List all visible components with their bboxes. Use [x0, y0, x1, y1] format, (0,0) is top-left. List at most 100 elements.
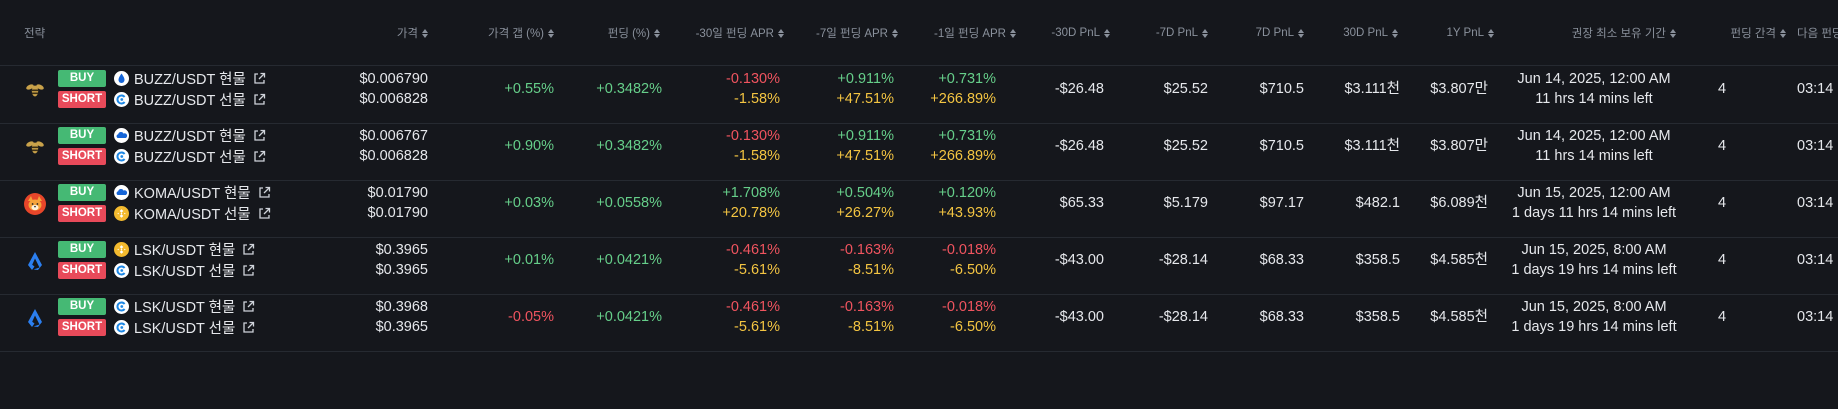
sort-icon[interactable] — [548, 28, 554, 38]
short-badge: SHORT — [58, 90, 106, 108]
column-header-apr-30[interactable]: -30일 펀딩 APR — [696, 26, 784, 40]
min-hold-remaining: 11 hrs 14 mins left — [1535, 91, 1653, 107]
short-leg: SHORT LSK/USDT 선물 — [58, 260, 255, 280]
table-row[interactable]: BUY BUZZ/USDT 현물 SHORT BUZZ/USDT 선물 $0.0… — [0, 114, 1838, 181]
column-header-label: -7일 펀딩 APR — [815, 28, 888, 40]
column-header-interval[interactable]: 펀딩 간격 — [1730, 26, 1786, 40]
cloud-icon — [114, 184, 129, 200]
price-cell: $0.3965 $0.3965 — [376, 240, 428, 280]
funding-value: +0.0558% — [596, 195, 662, 211]
funding-interval-value: 4 — [1717, 252, 1727, 268]
apr7-cell: +0.911% +47.51% — [836, 69, 894, 109]
min-hold-date: Jun 14, 2025, 12:00 AM — [1517, 128, 1671, 144]
pnl_1y-value: $3.807만 — [1430, 81, 1488, 97]
column-header-price-gap[interactable]: 가격 갭 (%) — [488, 26, 554, 40]
column-header-apr-7[interactable]: -7일 펀딩 APR — [816, 26, 898, 40]
external-link-icon[interactable] — [242, 264, 255, 277]
min-hold-remaining: 1 days 19 hrs 14 mins left — [1511, 319, 1677, 335]
external-link-icon[interactable] — [253, 129, 266, 142]
apr30-bottom-value: -5.61% — [734, 319, 780, 335]
funding-interval-value: 4 — [1717, 195, 1727, 211]
external-link-icon[interactable] — [258, 207, 271, 220]
external-link-icon[interactable] — [258, 186, 271, 199]
column-header-label: 가격 갭 (%) — [487, 28, 544, 40]
column-header-label: 1Y PnL — [1446, 27, 1484, 39]
pnl_1y-value: $6.089천 — [1430, 195, 1488, 211]
column-header-apr-1[interactable]: -1일 펀딩 APR — [934, 26, 1016, 40]
pnl_7-value: $710.5 — [1259, 81, 1304, 97]
external-link-icon[interactable] — [242, 300, 255, 313]
table-header: 전략 가격 가격 갭 (%) 펀딩 (%) -30일 펀딩 APR -7일 펀딩… — [0, 0, 1838, 66]
sort-icon[interactable] — [1488, 28, 1494, 38]
column-header-price[interactable]: 가격 — [397, 26, 428, 40]
sort-icon[interactable] — [1780, 28, 1786, 38]
sort-icon[interactable] — [422, 28, 428, 38]
column-header-min-hold[interactable]: 권장 최소 보유 기간 — [1572, 26, 1676, 40]
sort-icon[interactable] — [1392, 28, 1398, 38]
external-link-icon[interactable] — [253, 150, 266, 163]
price-top-value: $0.006767 — [359, 128, 428, 144]
price-top-value: $0.3965 — [375, 242, 428, 258]
apr1-cell: +0.120% +43.93% — [938, 183, 996, 223]
short-badge: SHORT — [58, 261, 106, 279]
min-hold-cell: Jun 15, 2025, 8:00 AM 1 days 19 hrs 14 m… — [1484, 297, 1704, 337]
table-row[interactable]: BUY BUZZ/USDT 현물 SHORT BUZZ/USDT 선물 $0.0… — [0, 57, 1838, 124]
table-row[interactable]: BUY KOMA/USDT 현물 SHORT KOMA/USDT 선물 $0.0… — [0, 171, 1838, 238]
price-bottom-value: $0.006828 — [359, 91, 428, 107]
external-link-icon[interactable] — [242, 243, 255, 256]
pnl_m30-value: $65.33 — [1059, 195, 1104, 211]
external-link-icon[interactable] — [253, 93, 266, 106]
sort-icon[interactable] — [1298, 28, 1304, 38]
sort-icon[interactable] — [1202, 28, 1208, 38]
external-link-icon[interactable] — [253, 72, 266, 85]
column-header-pnl-1y[interactable]: 1Y PnL — [1446, 26, 1494, 40]
apr7-top-value: +0.911% — [837, 71, 894, 87]
apr7-top-value: -0.163% — [839, 242, 894, 258]
price-top-value: $0.006790 — [359, 71, 428, 87]
pnl_1y-value: $3.807만 — [1430, 138, 1488, 154]
price-cell: $0.006790 $0.006828 — [359, 69, 428, 109]
next-funding-value: 03:14 — [1797, 81, 1834, 97]
column-header-pnl-m7[interactable]: -7D PnL — [1156, 26, 1208, 40]
table-row[interactable]: BUY LSK/USDT 현물 SHORT LSK/USDT 선물 $0.396… — [0, 285, 1838, 352]
pnl_7-value: $710.5 — [1259, 138, 1304, 154]
min-hold-date: Jun 14, 2025, 12:00 AM — [1517, 71, 1671, 87]
apr1-bottom-value: +266.89% — [930, 91, 996, 107]
sort-icon[interactable] — [778, 28, 784, 38]
apr7-top-value: +0.911% — [837, 128, 894, 144]
column-header-label: 펀딩 (%) — [607, 28, 650, 40]
pnl_30-value: $482.1 — [1355, 195, 1400, 211]
short-badge: SHORT — [58, 318, 106, 336]
sort-icon[interactable] — [1010, 28, 1016, 38]
column-header-strategy: 전략 — [24, 26, 45, 40]
column-header-label: 30D PnL — [1343, 27, 1388, 39]
apr7-bottom-value: +47.51% — [836, 91, 894, 107]
min-hold-remaining: 1 days 11 hrs 14 mins left — [1511, 205, 1677, 221]
column-header-label: 전략 — [24, 28, 46, 40]
bee-icon — [22, 134, 48, 160]
column-header-pnl-30[interactable]: 30D PnL — [1343, 26, 1398, 40]
table-row[interactable]: BUY LSK/USDT 현물 SHORT LSK/USDT 선물 $0.396… — [0, 228, 1838, 295]
funding-interval-value: 4 — [1717, 138, 1727, 154]
apr30-top-value: -0.130% — [725, 71, 780, 87]
column-header-label: -7D PnL — [1155, 27, 1198, 39]
apr30-bottom-value: +20.78% — [722, 205, 780, 221]
apr1-cell: +0.731% +266.89% — [930, 126, 996, 166]
column-header-funding[interactable]: 펀딩 (%) — [608, 26, 660, 40]
external-link-icon[interactable] — [242, 321, 255, 334]
apr7-bottom-value: -8.51% — [848, 262, 894, 278]
sort-icon[interactable] — [1104, 28, 1110, 38]
pnl_30-value: $3.111천 — [1344, 81, 1400, 97]
sort-icon[interactable] — [654, 28, 660, 38]
apr7-cell: -0.163% -8.51% — [840, 297, 894, 337]
sort-icon[interactable] — [1670, 28, 1676, 38]
column-header-next-funding[interactable]: 다음 펀딩 — [1797, 26, 1838, 40]
short-leg: SHORT BUZZ/USDT 선물 — [58, 146, 266, 166]
column-header-pnl-m30[interactable]: -30D PnL — [1051, 26, 1110, 40]
apr1-bottom-value: +266.89% — [930, 148, 996, 164]
pnl_m30-value: -$43.00 — [1054, 309, 1104, 325]
pnl_m30-value: -$26.48 — [1054, 138, 1104, 154]
column-header-pnl-7[interactable]: 7D PnL — [1256, 26, 1304, 40]
sort-icon[interactable] — [892, 28, 898, 38]
price-top-value: $0.3968 — [375, 299, 428, 315]
